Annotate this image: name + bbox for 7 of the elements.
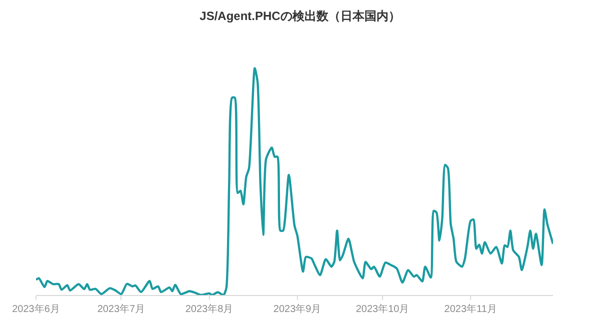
x-tick-label: 2023年9月 xyxy=(273,303,322,315)
x-tick-label: 2023年6月 xyxy=(12,303,60,315)
x-tick-label: 2023年10月 xyxy=(356,303,410,315)
chart-title: JS/Agent.PHCの検出数（日本国内） xyxy=(200,8,400,23)
x-tick-label: 2023年8月 xyxy=(185,303,234,315)
x-tick-label: 2023年7月 xyxy=(97,303,146,315)
x-tick-label: 2023年11月 xyxy=(444,303,497,315)
